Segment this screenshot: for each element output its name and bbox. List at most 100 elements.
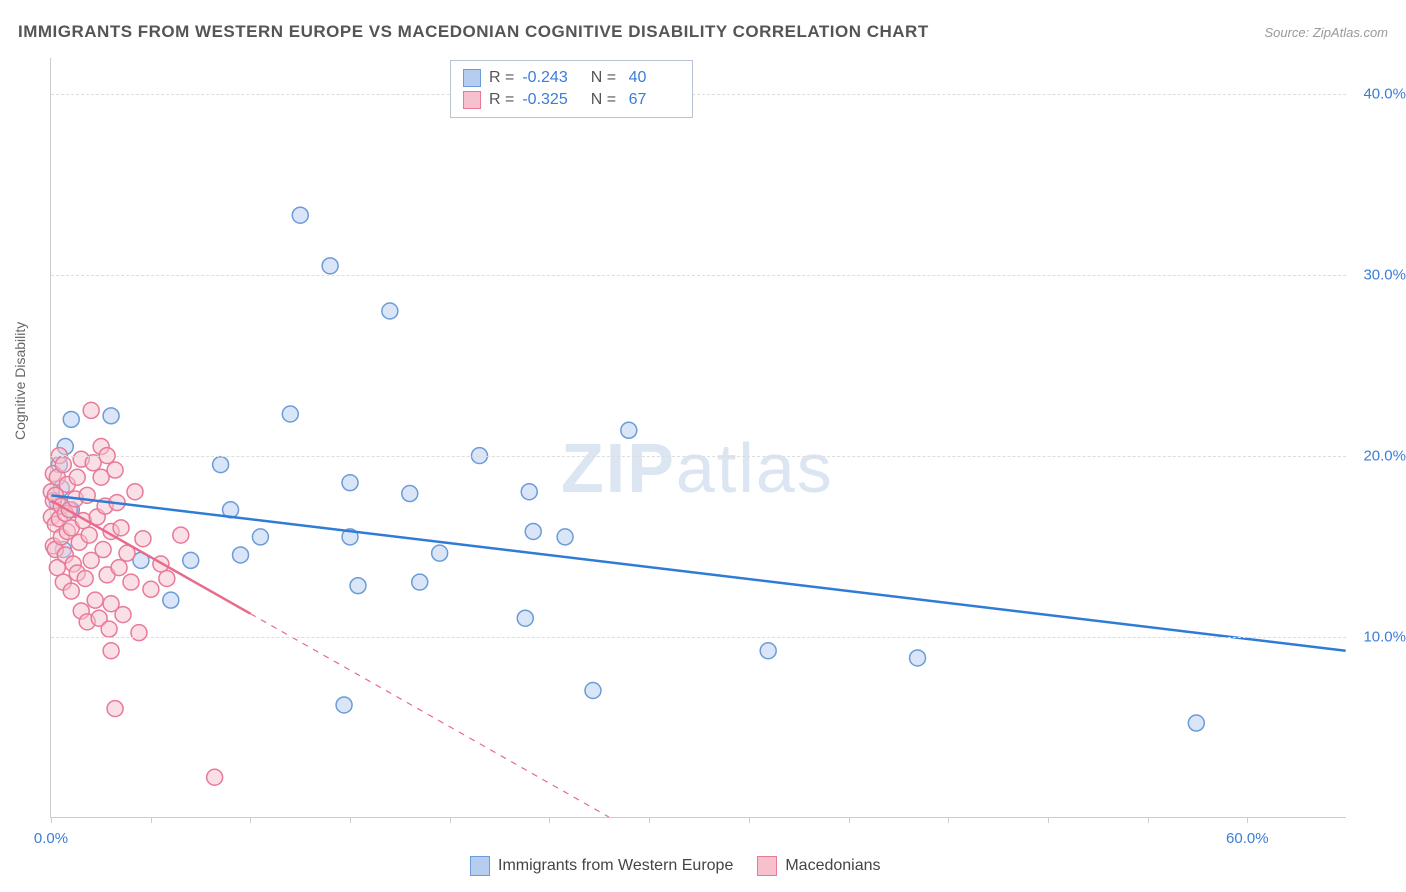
- stat-n-label: N =: [586, 69, 616, 87]
- scatter-point: [81, 527, 97, 543]
- scatter-point: [123, 574, 139, 590]
- scatter-point: [557, 529, 573, 545]
- scatter-point: [107, 701, 123, 717]
- scatter-point: [173, 527, 189, 543]
- scatter-point: [292, 207, 308, 223]
- x-tick-mark: [1247, 817, 1248, 823]
- stat-n-value: 40: [624, 69, 680, 87]
- x-tick-mark: [549, 817, 550, 823]
- stats-row: R = -0.325 N = 67: [463, 89, 680, 111]
- chart-title: IMMIGRANTS FROM WESTERN EUROPE VS MACEDO…: [18, 22, 929, 42]
- scatter-point: [127, 484, 143, 500]
- scatter-point: [432, 545, 448, 561]
- scatter-point: [107, 462, 123, 478]
- legend-swatch: [470, 856, 490, 876]
- scatter-point: [342, 475, 358, 491]
- legend-item: Macedonians: [757, 856, 880, 876]
- x-tick-mark: [151, 817, 152, 823]
- scatter-point: [517, 610, 533, 626]
- scatter-point: [87, 592, 103, 608]
- scatter-point: [131, 625, 147, 641]
- scatter-point: [103, 408, 119, 424]
- x-tick-mark: [1048, 817, 1049, 823]
- scatter-point: [402, 486, 418, 502]
- scatter-point: [115, 607, 131, 623]
- scatter-point: [207, 769, 223, 785]
- scatter-point: [63, 411, 79, 427]
- scatter-point: [412, 574, 428, 590]
- scatter-point: [101, 621, 117, 637]
- stat-r-value: -0.243: [522, 69, 578, 87]
- legend-label: Immigrants from Western Europe: [498, 857, 733, 875]
- x-tick-mark: [51, 817, 52, 823]
- y-tick-label: 40.0%: [1351, 86, 1406, 103]
- scatter-point: [83, 402, 99, 418]
- legend-bottom: Immigrants from Western Europe Macedonian…: [470, 856, 881, 876]
- scatter-point: [760, 643, 776, 659]
- gridline-horizontal: [51, 456, 1346, 457]
- scatter-point: [103, 643, 119, 659]
- x-tick-mark: [450, 817, 451, 823]
- y-axis-label: Cognitive Disability: [12, 322, 28, 440]
- scatter-point: [233, 547, 249, 563]
- scatter-point: [910, 650, 926, 666]
- x-tick-label: 60.0%: [1226, 830, 1269, 847]
- scatter-point: [621, 422, 637, 438]
- stat-r-value: -0.325: [522, 91, 578, 109]
- stat-n-value: 67: [624, 91, 680, 109]
- scatter-point: [521, 484, 537, 500]
- scatter-point: [163, 592, 179, 608]
- correlation-stats-box: R = -0.243 N = 40 R = -0.325 N = 67: [450, 60, 693, 118]
- scatter-point: [252, 529, 268, 545]
- scatter-point: [1188, 715, 1204, 731]
- series-swatch: [463, 91, 481, 109]
- scatter-point: [282, 406, 298, 422]
- scatter-point: [63, 583, 79, 599]
- stats-row: R = -0.243 N = 40: [463, 67, 680, 89]
- scatter-point: [143, 581, 159, 597]
- scatter-point: [159, 570, 175, 586]
- y-tick-label: 20.0%: [1351, 448, 1406, 465]
- title-row: IMMIGRANTS FROM WESTERN EUROPE VS MACEDO…: [18, 22, 1388, 42]
- x-tick-mark: [948, 817, 949, 823]
- scatter-point: [336, 697, 352, 713]
- scatter-point: [585, 683, 601, 699]
- x-tick-mark: [1148, 817, 1149, 823]
- stat-n-label: N =: [586, 91, 616, 109]
- scatter-point: [113, 520, 129, 536]
- scatter-point: [111, 560, 127, 576]
- scatter-point: [135, 531, 151, 547]
- legend-swatch: [757, 856, 777, 876]
- x-tick-mark: [350, 817, 351, 823]
- trend-line-dashed: [250, 614, 608, 817]
- scatter-point: [69, 469, 85, 485]
- trend-line: [51, 495, 1345, 650]
- scatter-plot-area: ZIPatlas 10.0%20.0%30.0%40.0%0.0%60.0%: [50, 58, 1346, 818]
- stat-r-label: R =: [489, 69, 514, 87]
- source-label: Source: ZipAtlas.com: [1264, 25, 1388, 40]
- x-tick-label: 0.0%: [34, 830, 68, 847]
- x-tick-mark: [250, 817, 251, 823]
- series-swatch: [463, 69, 481, 87]
- x-tick-mark: [849, 817, 850, 823]
- gridline-horizontal: [51, 275, 1346, 276]
- legend-label: Macedonians: [785, 857, 880, 875]
- scatter-point: [213, 457, 229, 473]
- plot-svg: [51, 58, 1346, 817]
- legend-item: Immigrants from Western Europe: [470, 856, 733, 876]
- scatter-point: [95, 542, 111, 558]
- gridline-horizontal: [51, 94, 1346, 95]
- scatter-point: [382, 303, 398, 319]
- scatter-point: [350, 578, 366, 594]
- stat-r-label: R =: [489, 91, 514, 109]
- scatter-point: [77, 570, 93, 586]
- scatter-point: [525, 523, 541, 539]
- y-tick-label: 30.0%: [1351, 267, 1406, 284]
- gridline-horizontal: [51, 637, 1346, 638]
- x-tick-mark: [649, 817, 650, 823]
- scatter-point: [322, 258, 338, 274]
- scatter-point: [55, 457, 71, 473]
- y-tick-label: 10.0%: [1351, 629, 1406, 646]
- x-tick-mark: [749, 817, 750, 823]
- scatter-point: [183, 552, 199, 568]
